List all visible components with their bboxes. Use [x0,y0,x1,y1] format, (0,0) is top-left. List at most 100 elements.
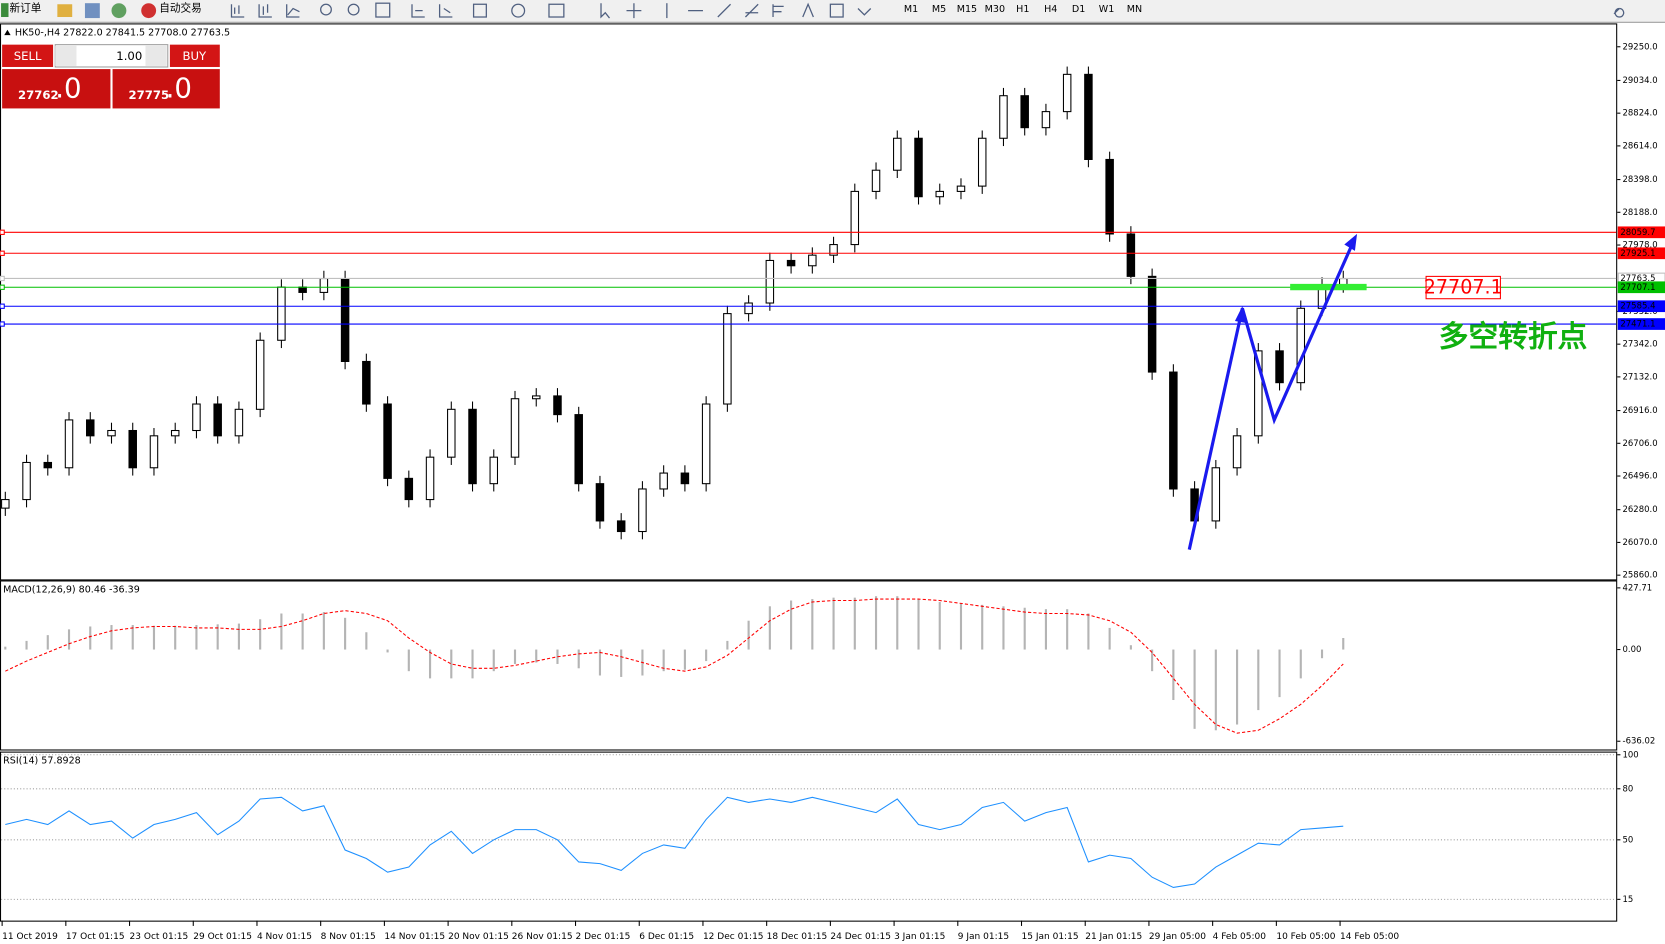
crosshair-tool[interactable] [626,3,642,19]
candle-body [1254,350,1263,437]
pivot-note: 多空转折点 [1439,320,1588,355]
bid-price[interactable]: 27762 [18,88,59,102]
price-level-label: 28059.7 [1620,228,1655,238]
timeframe-button[interactable]: MN [1127,4,1142,15]
tool-icon[interactable] [84,3,100,19]
macd-bar [450,649,453,679]
candle-body [340,278,350,362]
price-level-handle [0,321,5,327]
ask-box[interactable] [112,69,220,109]
candle-body [914,137,923,198]
x-tick-label: 14 Nov 01:15 [384,932,445,942]
auto-trade-button[interactable]: 自动交易 [159,2,201,15]
indicator-tool[interactable] [472,3,487,18]
timeframe-button[interactable]: H1 [1016,4,1029,15]
macd-bar [662,649,665,672]
period-tool[interactable] [511,3,526,18]
tool-icon[interactable] [111,3,127,19]
candle-body [574,414,583,485]
shift-tool[interactable] [438,4,453,18]
macd-bar [67,629,71,650]
lot-down[interactable] [55,45,77,66]
candle-body [744,302,753,315]
trendline-tool[interactable] [717,3,732,18]
macd-bar [1299,649,1302,679]
timeframe-button[interactable]: M5 [932,4,946,15]
label-tool[interactable] [829,3,844,18]
macd-bar [195,625,198,650]
x-tick-label: 23 Oct 01:15 [130,932,189,942]
x-tick-label: 20 Nov 01:15 [448,932,509,942]
macd-bar [322,612,325,650]
price-level-handle [0,303,5,309]
macd-bar [1342,638,1345,650]
macd-bar [705,649,708,662]
macd-bar [1002,606,1005,650]
x-tick-label: 29 Oct 01:15 [193,932,252,942]
macd-title: MACD(12,26,9) 80.46 -36.39 [3,584,140,595]
channel-tool[interactable] [744,3,759,18]
zoom-in[interactable] [320,3,332,16]
arrow-head [1234,306,1247,324]
arrow-tool[interactable] [857,8,872,16]
candle-body [22,461,31,501]
candle-body [1041,111,1051,129]
buy-label[interactable]: BUY [182,49,207,63]
y-tick-label: 50 [1623,835,1634,845]
sell-button[interactable] [2,44,54,67]
ask-fraction[interactable]: .0 [166,71,192,104]
macd-bar [768,606,771,650]
y-tick-label: 27132.0 [1623,372,1658,382]
bid-box[interactable] [2,69,111,109]
text-tool[interactable] [802,2,814,18]
cursor-tool[interactable] [600,3,611,19]
zoom-out[interactable] [347,3,360,16]
candle-body [893,137,902,171]
toolbar: 新订单 自动交易 [0,0,1665,23]
macd-bar [959,603,963,650]
timeframe-button[interactable]: W1 [1099,4,1115,15]
sell-label[interactable]: SELL [14,49,42,63]
scroll-tool[interactable] [411,4,425,18]
new-order-button[interactable]: 新订单 [10,2,42,15]
macd-bar [1257,649,1260,711]
ask-price[interactable]: 27775 [128,88,169,102]
timeframe-button[interactable]: D1 [1072,4,1085,15]
line-tool[interactable] [286,4,300,18]
candle-tool[interactable] [258,4,272,18]
candle-body [170,429,180,437]
macd-bar [790,600,793,650]
timeframe-button[interactable]: H4 [1044,4,1057,15]
x-tick-label: 4 Feb 05:00 [1213,932,1267,942]
candle-body [1211,467,1221,522]
macd-bar [535,649,538,663]
macd-bar [896,596,899,650]
candle-body [1296,307,1306,384]
timeframe-button[interactable]: M15 [957,4,977,15]
macd-bar [471,649,474,679]
rsi-panel-frame [0,751,1618,922]
candle-body [1169,371,1178,490]
bar-chart-tool[interactable] [230,4,245,18]
timeframe-button[interactable]: M30 [985,4,1005,15]
candle-body [531,395,541,400]
macd-bar [110,625,113,650]
x-tick-label: 2 Dec 01:15 [576,932,631,942]
tile-tool[interactable] [375,2,391,18]
search[interactable] [1613,7,1625,18]
buy-button[interactable] [169,44,220,67]
template-tool[interactable] [548,3,565,18]
bid-fraction[interactable]: .0 [55,71,81,104]
macd-bar [811,599,814,650]
macd-bar [89,626,92,650]
timeframe-button[interactable]: M1 [904,4,918,15]
tool-icon[interactable] [57,4,73,18]
fibo-tool[interactable] [772,4,784,18]
macd-bar [386,649,389,653]
macd-bar [1066,609,1069,650]
macd-bar [365,632,368,650]
lot-up[interactable] [145,45,167,66]
candle-body [404,477,414,501]
lot-value[interactable]: 1.00 [116,49,142,63]
